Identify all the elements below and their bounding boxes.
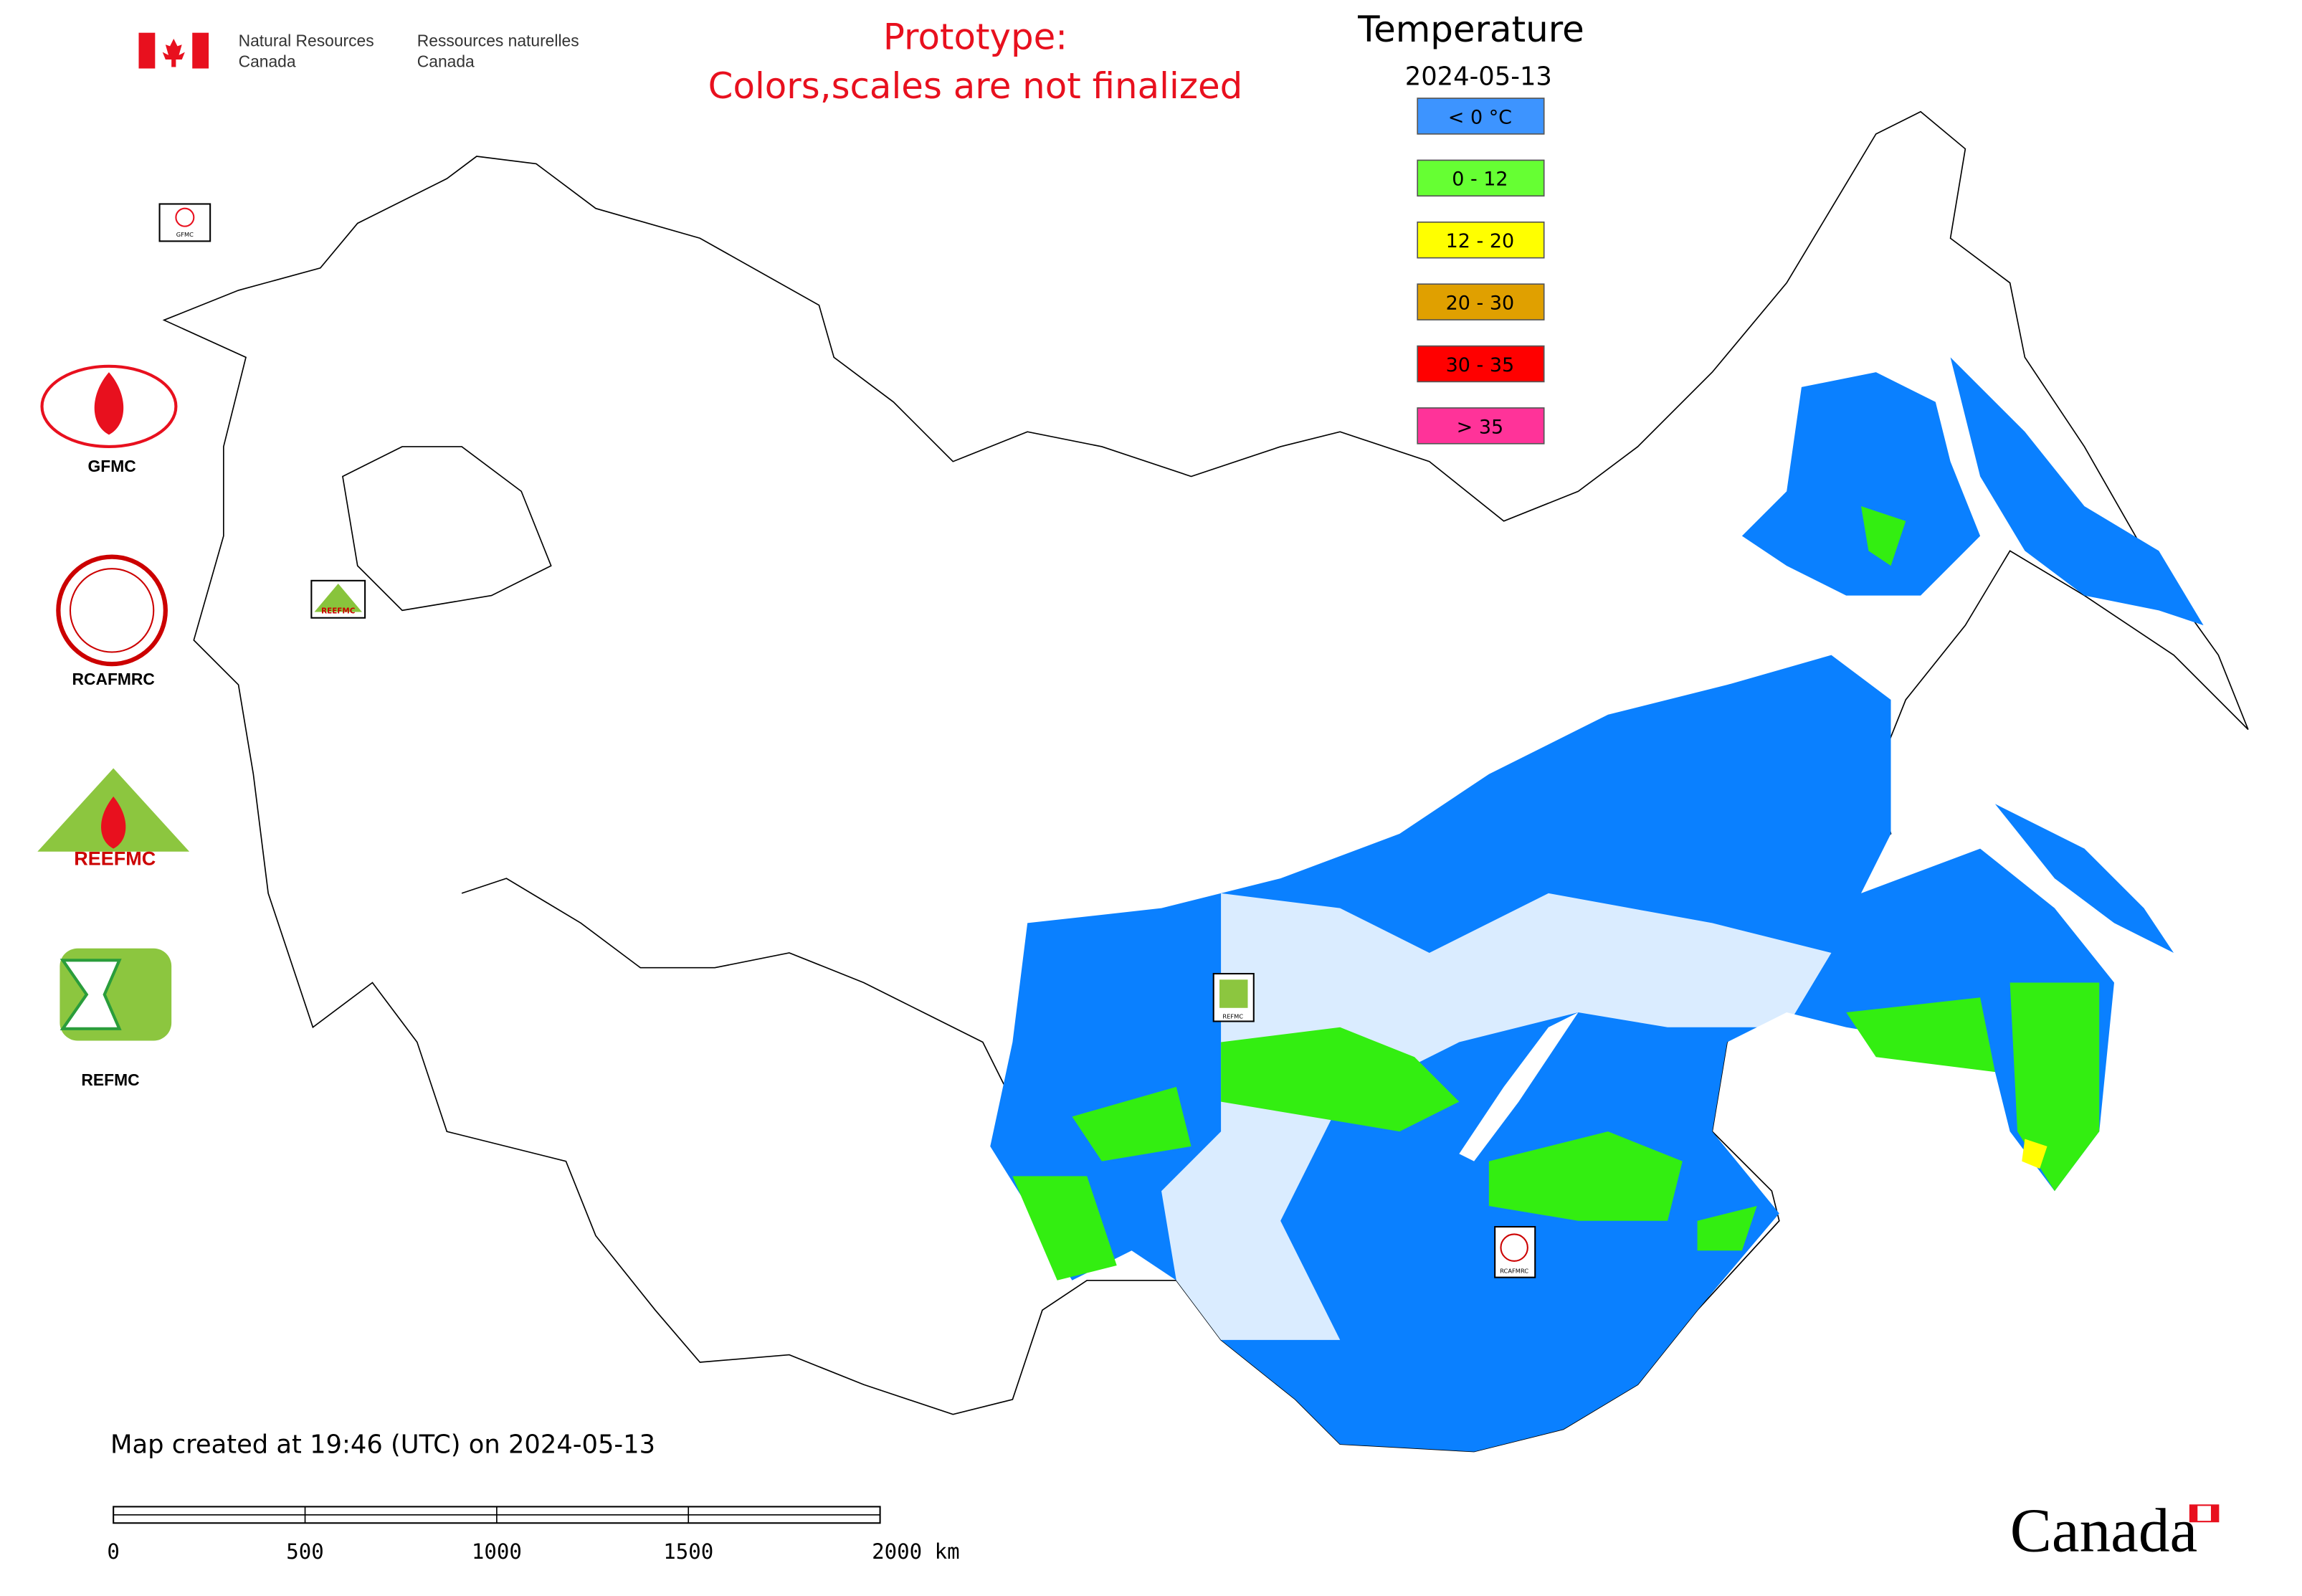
scale-label: 2000 km [872, 1539, 959, 1564]
marker-icon [1500, 1233, 1528, 1262]
map-marker: GFMC [158, 203, 211, 242]
marker-icon [1219, 979, 1248, 1008]
notice: Colors,scales are not finalized [708, 65, 1243, 107]
marker-label: REFMC [1222, 1012, 1243, 1020]
scale-label: 500 [286, 1539, 324, 1564]
legend-swatch [1417, 98, 1545, 135]
map-marker: REFMC [1212, 972, 1255, 1022]
legend-label: 12 - 20 [1446, 230, 1515, 252]
legend-swatch [1417, 407, 1545, 445]
legend-swatch [1417, 159, 1545, 197]
maple-leaf [162, 38, 185, 67]
flag-bar [192, 32, 209, 69]
legend-swatch [1417, 345, 1545, 383]
legend-label: 30 - 35 [1446, 354, 1515, 376]
logo-label: RCAFMRC [72, 670, 154, 688]
temperature-region [1994, 804, 2174, 953]
marker-label: REEFMC [321, 607, 355, 616]
logo-label: REFMC [81, 1070, 139, 1089]
temperature-region [2022, 1139, 2047, 1169]
wordmark-flag-bar [2189, 1505, 2198, 1522]
created-note: Map created at 19:46 (UTC) on 2024-05-13 [110, 1430, 655, 1460]
notice: Prototype: [883, 16, 1067, 58]
legend-swatch [1417, 221, 1545, 259]
border [342, 446, 552, 612]
wordmark-flag-bar [2210, 1505, 2219, 1522]
scale-label: 1500 [663, 1539, 713, 1564]
logo-reefmc-flame [101, 796, 126, 849]
map: GFMC REEFMC REFMC RCAFMRC [158, 110, 2249, 1453]
temperature-region [1741, 372, 1981, 596]
legend-swatch [1417, 283, 1545, 320]
department-fr: Ressources naturelles [417, 31, 579, 49]
lake [1459, 1012, 1579, 1162]
logo-label: GFMC [88, 457, 136, 475]
flag-bar [138, 32, 156, 69]
logo-rcafmrc [56, 554, 168, 667]
logos: GFMC RCAFMRC REEFMC REFMC [37, 364, 190, 1089]
scale-bar: 0 500 1000 1500 2000 km [107, 1506, 960, 1564]
logo-refmc-sigma [60, 959, 122, 1030]
header: Natural Resources Canada Ressources natu… [138, 31, 579, 70]
legend-date: 2024-05-13 [1405, 62, 1552, 91]
legend-title: Temperature [1357, 9, 1584, 50]
scale-label: 1000 [472, 1539, 522, 1564]
marker-icon [314, 583, 362, 612]
map-marker: REEFMC [310, 579, 366, 619]
department-en: Natural Resources [239, 31, 374, 49]
temperature-region [1012, 506, 2100, 1281]
scale-label: 0 [107, 1539, 120, 1564]
marker-label: RCAFMRC [1500, 1267, 1528, 1274]
legend-label: 0 - 12 [1452, 168, 1508, 191]
logo-rcafmrc [69, 568, 155, 653]
legend-label: < 0 °C [1448, 106, 1512, 128]
logo-gfmc [40, 364, 178, 449]
logo-text: REEFMC [74, 847, 156, 869]
legend-label: > 35 [1457, 416, 1504, 438]
marker-label: GFMC [176, 231, 194, 238]
marker-frame [158, 203, 211, 242]
temperature-region [1950, 357, 2204, 626]
department-en: Canada [239, 52, 296, 70]
legend-label: 20 - 30 [1446, 292, 1515, 314]
logo-gfmc-flame [94, 372, 124, 435]
country-outline [162, 110, 2249, 1453]
legend: Temperature 2024-05-13 < 0 °C 0 - 12 12 - … [1357, 9, 1584, 445]
map-marker: RCAFMRC [1494, 1225, 1536, 1278]
wordmark: Canada [2010, 1496, 2197, 1565]
marker-icon [175, 207, 195, 227]
department-fr: Canada [417, 52, 475, 70]
no-data-area [1161, 893, 1832, 1340]
